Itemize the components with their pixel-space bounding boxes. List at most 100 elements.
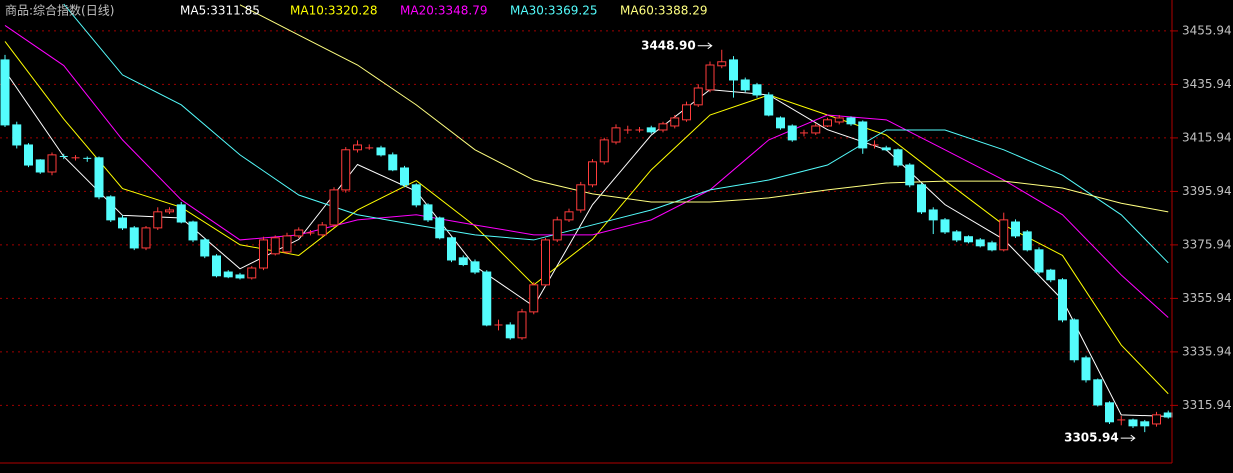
candle-body <box>505 324 515 339</box>
annotation-arrow <box>697 42 713 50</box>
y-tick-label: 3315.94 <box>1182 398 1232 412</box>
candle-body <box>106 196 116 221</box>
y-tick-label: 3395.94 <box>1182 184 1232 198</box>
candle-body <box>1140 421 1150 427</box>
candle-body <box>458 257 468 266</box>
candle-body <box>740 79 750 91</box>
candle-body <box>1105 402 1114 423</box>
candle-body <box>1046 269 1056 281</box>
candle-body <box>270 237 280 255</box>
ma-line <box>63 3 1169 264</box>
candle-body <box>588 161 597 186</box>
ma-line <box>4 70 1169 417</box>
ma-line <box>4 41 1169 395</box>
candle-body <box>317 224 327 236</box>
candle-body <box>94 157 104 198</box>
candle-body <box>153 211 163 229</box>
candle-body <box>764 94 774 116</box>
candle-body <box>294 229 304 237</box>
candle-body <box>1011 221 1020 237</box>
candle-body <box>247 267 257 279</box>
candle-body <box>12 124 22 146</box>
y-tick-label: 3335.94 <box>1182 344 1232 358</box>
candle-body <box>1034 249 1044 273</box>
candle-body <box>846 117 856 125</box>
candle-body <box>658 123 668 131</box>
candle-body <box>329 189 339 226</box>
candle-body <box>423 204 433 221</box>
legend-entry: MA20:3348.79 <box>400 4 488 18</box>
candle-body <box>341 149 351 191</box>
candle-body <box>917 184 926 213</box>
y-tick-label: 3435.94 <box>1182 77 1232 91</box>
ma-lines <box>4 3 1169 417</box>
candle-body <box>670 117 680 127</box>
candle-body <box>905 164 915 186</box>
candle-body <box>447 237 456 261</box>
candle-body <box>787 125 797 141</box>
candle-body <box>35 159 45 173</box>
candle-body <box>705 64 715 91</box>
candle-body <box>259 239 268 269</box>
candle-body <box>188 221 198 241</box>
annotation-label: 3448.90 <box>641 38 696 52</box>
candle-body <box>999 219 1009 251</box>
annotation-label: 3305.94 <box>1064 431 1119 445</box>
candle-body <box>1081 357 1091 381</box>
candle-body <box>388 154 398 171</box>
candle-body <box>47 154 57 173</box>
y-tick-label: 3455.94 <box>1182 23 1232 37</box>
candle-body <box>118 217 127 229</box>
candle-body <box>1069 319 1079 361</box>
candle-body <box>776 117 785 129</box>
candles: 3448.90 3305.94 <box>0 38 1173 445</box>
annotation-arrow <box>1120 434 1136 442</box>
candle-body <box>682 104 691 121</box>
candle-body <box>928 209 938 221</box>
candle-body <box>975 239 985 247</box>
candle-body <box>541 239 550 286</box>
grid: 3315.94 3335.94 3355.94 3375.94 3395.94 3415.… <box>0 23 1232 412</box>
candle-body <box>858 121 868 149</box>
candle-body <box>376 147 386 156</box>
candle-body <box>717 61 727 67</box>
candle-body <box>964 236 973 243</box>
candle-body <box>952 231 962 241</box>
legend: MA5:3311.85 MA10:3320.28 MA20:3348.79 MA30:… <box>180 4 708 18</box>
legend-entry: MA30:3369.25 <box>510 4 598 18</box>
candle-body <box>1163 412 1173 418</box>
candle-body <box>411 184 421 206</box>
candle-body <box>1152 414 1161 425</box>
candle-body <box>435 217 445 239</box>
candle-body <box>1058 279 1067 321</box>
candle-body <box>529 284 539 313</box>
candle-body <box>24 144 33 166</box>
candle-body <box>564 211 574 221</box>
candle-body <box>223 271 233 278</box>
candle-body <box>470 261 480 273</box>
candle-body <box>834 117 844 123</box>
candle-body <box>200 239 210 257</box>
candle-body <box>823 119 832 127</box>
candle-body <box>811 125 821 134</box>
candle-body <box>987 242 997 251</box>
candle-body <box>282 235 292 253</box>
y-tick-label: 3375.94 <box>1182 237 1232 251</box>
legend-entry: MA5:3311.85 <box>180 4 260 18</box>
candle-body <box>1128 419 1138 427</box>
legend-entry: MA10:3320.28 <box>290 4 378 18</box>
candle-body <box>1022 231 1032 251</box>
candle-body <box>0 59 10 126</box>
candle-body <box>400 167 409 186</box>
candle-body <box>729 59 738 81</box>
candle-body <box>165 209 174 213</box>
candle-body <box>611 127 621 143</box>
legend-entry: MA60:3388.29 <box>620 4 708 18</box>
candle-body <box>141 227 151 249</box>
candle-body <box>693 87 703 106</box>
candle-body <box>940 219 950 233</box>
candle-body <box>893 149 903 166</box>
